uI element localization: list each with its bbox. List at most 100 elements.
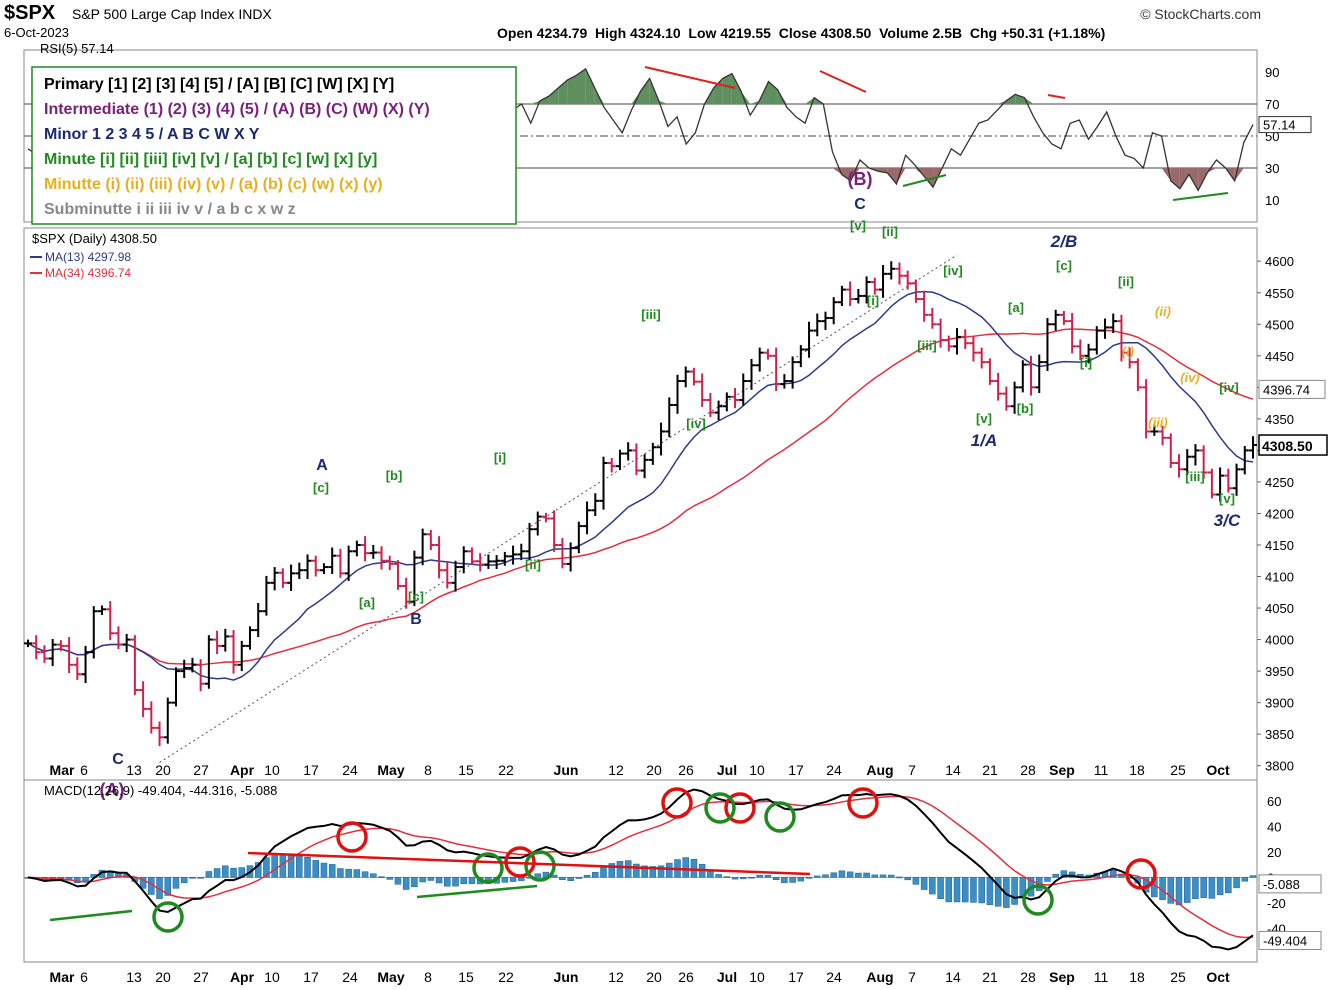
price-bar: [73, 657, 82, 680]
macd-histogram-bar: [715, 874, 722, 878]
date-axis-label: 7: [908, 762, 916, 778]
macd-date-axis-label: 28: [1020, 969, 1036, 985]
macd-histogram-bar: [863, 872, 870, 878]
date-axis-label: 20: [155, 762, 171, 778]
rsi-oversold-fill: [887, 168, 897, 184]
wave-label: [a]: [1008, 300, 1024, 315]
wave-label: [iii]: [641, 307, 661, 322]
price-bar: [130, 635, 139, 696]
date-axis-label: 21: [982, 762, 998, 778]
macd-histogram-bar: [1167, 877, 1175, 904]
macd-histogram-bar: [633, 863, 640, 878]
price-bar: [533, 511, 542, 536]
macd-circle-green: [1022, 884, 1054, 916]
date-axis-label: 8: [424, 762, 432, 778]
macd-date-axis-label: 6: [80, 969, 88, 985]
date-axis-label: 24: [826, 762, 842, 778]
macd-histogram-bar: [435, 877, 443, 884]
rsi-divergence-line: [1172, 192, 1229, 201]
price-bar: [1199, 445, 1208, 479]
macd-histogram-bar: [460, 877, 467, 885]
price-bar: [509, 545, 518, 565]
price-bar: [648, 442, 657, 465]
macd-histogram-bar: [1183, 877, 1191, 903]
macd-date-axis-label: May: [377, 969, 404, 985]
date-axis-label: May: [377, 762, 404, 778]
price-bar: [377, 546, 386, 570]
macd-title: MACD(12,26,9) -49.404, -44.316, -5.088: [44, 783, 277, 798]
price-bar: [632, 443, 641, 475]
price-tick-label: 4600: [1265, 254, 1294, 269]
price-bar: [426, 529, 435, 551]
wave-label: [iii]: [1185, 469, 1205, 484]
macd-trendline-red: [247, 851, 811, 876]
price-bar: [944, 335, 953, 352]
macd-histogram-bar: [304, 857, 311, 878]
price-bar: [796, 345, 805, 368]
rsi-overbought-fill: [722, 73, 732, 104]
price-bar: [517, 543, 526, 561]
wave-legend-row: Intermediate (1) (2) (3) (4) (5) / (A) (…: [44, 101, 430, 118]
price-bar: [229, 630, 238, 674]
rsi-oversold-fill: [914, 168, 924, 176]
price-tick-label: 3950: [1265, 664, 1294, 679]
price-bar: [188, 657, 197, 673]
price-bar: [459, 546, 468, 574]
macd-histogram-bar: [1068, 871, 1076, 878]
price-bar: [1191, 444, 1200, 466]
macd-date-axis-label: 18: [1129, 969, 1145, 985]
macd-circle-red: [1125, 858, 1157, 890]
price-bar: [352, 540, 361, 557]
macd-histogram-bar: [830, 872, 837, 878]
macd-histogram-bar: [690, 858, 698, 878]
macd-histogram-bar: [345, 868, 352, 878]
macd-histogram-bar: [855, 872, 862, 878]
price-bar: [961, 329, 970, 349]
price-bar: [657, 422, 666, 456]
price-bar: [336, 548, 345, 578]
rsi-overbought-fill: [585, 68, 595, 104]
macd-hist-last-box: [1258, 874, 1322, 894]
wave-label: C: [112, 751, 124, 768]
price-bar: [295, 562, 304, 580]
rsi-oversold-fill: [878, 168, 888, 173]
wave-label: 2/B: [1050, 232, 1077, 251]
wave-label: [b]: [1017, 401, 1034, 416]
macd-histogram-bar: [904, 877, 911, 881]
macd-histogram-bar: [608, 863, 615, 878]
macd-histogram-bar: [575, 877, 583, 879]
macd-histogram-bar: [1060, 870, 1068, 878]
macd-histogram-bar: [378, 876, 385, 878]
macd-histogram-bar: [452, 877, 459, 887]
macd-tick-label: 40: [1267, 819, 1281, 834]
price-bar: [196, 659, 205, 692]
ma13-label: MA(13) 4297.98: [45, 250, 131, 264]
price-bar: [1018, 360, 1027, 393]
macd-histogram-bar: [222, 865, 229, 878]
stockcharts-brand[interactable]: © StockCharts.com: [1140, 6, 1261, 22]
price-bar: [566, 542, 575, 572]
price-bar: [287, 564, 296, 592]
rsi-divergence-line: [1047, 94, 1066, 99]
macd-histogram-bar: [616, 860, 624, 878]
price-bar: [1051, 309, 1060, 331]
wave-label: (iv): [1180, 370, 1200, 385]
macd-histogram-bar: [888, 874, 895, 878]
price-bar: [319, 563, 328, 574]
macd-trendline-green: [416, 884, 538, 899]
wave-label: [i]: [494, 450, 506, 465]
rsi-oversold-fill: [896, 168, 906, 184]
price-bar: [574, 521, 583, 554]
wave-label: [v]: [850, 218, 866, 233]
rsi-oversold-fill: [841, 168, 851, 181]
price-bar: [854, 288, 863, 304]
rsi-divergence-line: [902, 174, 947, 187]
price-bar: [114, 626, 123, 650]
trendline-dotted: [159, 254, 958, 763]
macd-date-axis-label: Jul: [717, 969, 737, 985]
macd-circle-green: [524, 850, 556, 882]
price-bar: [484, 554, 493, 569]
price-bar: [81, 645, 90, 684]
price-bar: [122, 633, 131, 653]
macd-histogram-bar: [879, 874, 887, 878]
